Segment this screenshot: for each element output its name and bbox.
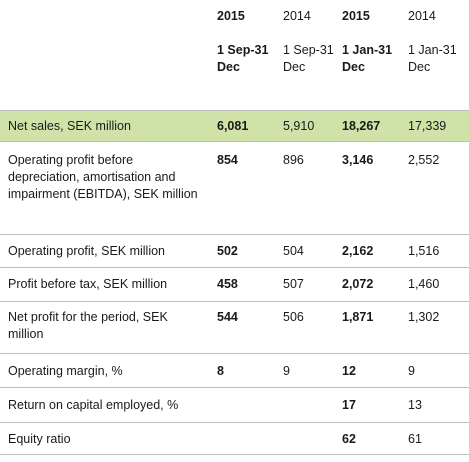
table-row-equity-ratio: Equity ratio 62 61: [0, 423, 469, 455]
row-value-3: 17: [342, 398, 356, 412]
header-period-row: 1 Sep-31 Dec 1 Sep-31 Dec 1 Jan-31 Dec 1…: [0, 30, 469, 111]
row-value-1: 6,081: [217, 119, 249, 133]
row-label: Operating profit before depreciation, am…: [8, 153, 198, 201]
row-label: Profit before tax, SEK million: [8, 277, 168, 291]
row-label: Net sales, SEK million: [8, 119, 131, 133]
row-value-2: 9: [283, 364, 290, 378]
table-row-profit-before-tax: Profit before tax, SEK million 458 507 2…: [0, 268, 469, 302]
header-period-1: 1 Sep-31 Dec: [217, 43, 269, 74]
header-period-3: 1 Jan-31 Dec: [342, 43, 393, 74]
row-label: Net profit for the period, SEK million: [8, 310, 168, 341]
header-period-4: 1 Jan-31 Dec: [408, 43, 457, 74]
table-row-operating-margin: Operating margin, % 8 9 12 9: [0, 354, 469, 388]
row-value-2: 896: [283, 153, 304, 167]
row-value-4: 61: [408, 432, 422, 446]
row-value-3: 2,072: [342, 277, 374, 291]
row-value-2: 504: [283, 244, 304, 258]
row-value-3: 1,871: [342, 310, 374, 324]
table-row-net-profit: Net profit for the period, SEK million 5…: [0, 302, 469, 354]
row-value-4: 9: [408, 364, 415, 378]
row-value-2: 507: [283, 277, 304, 291]
row-value-2: 506: [283, 310, 304, 324]
row-value-2: 5,910: [283, 119, 315, 133]
row-value-3: 2,162: [342, 244, 374, 258]
row-value-4: 1,516: [408, 244, 440, 258]
header-year-3: 2015: [342, 9, 370, 23]
row-label: Operating margin, %: [8, 364, 123, 378]
table-row-operating-profit: Operating profit, SEK million 502 504 2,…: [0, 235, 469, 268]
row-label: Operating profit, SEK million: [8, 244, 166, 258]
row-value-4: 1,460: [408, 277, 440, 291]
row-label: Return on capital employed, %: [8, 398, 179, 412]
row-value-4: 1,302: [408, 310, 440, 324]
row-value-1: 458: [217, 277, 238, 291]
header-year-row: 2015 2014 2015 2014: [0, 0, 469, 30]
row-value-4: 17,339: [408, 119, 447, 133]
header-year-1: 2015: [217, 9, 245, 23]
row-value-1: 854: [217, 153, 238, 167]
row-value-1: 544: [217, 310, 238, 324]
header-period-2: 1 Sep-31 Dec: [283, 43, 334, 74]
row-value-4: 2,552: [408, 153, 440, 167]
table-row-ebitda: Operating profit before depreciation, am…: [0, 142, 469, 235]
header-year-2: 2014: [283, 9, 311, 23]
row-value-1: 8: [217, 364, 224, 378]
row-value-3: 62: [342, 432, 356, 446]
row-value-4: 13: [408, 398, 422, 412]
row-value-1: 502: [217, 244, 238, 258]
table-row-net-sales: Net sales, SEK million 6,081 5,910 18,26…: [0, 111, 469, 142]
row-value-3: 12: [342, 364, 356, 378]
row-value-3: 3,146: [342, 153, 374, 167]
row-value-3: 18,267: [342, 119, 381, 133]
row-label: Equity ratio: [8, 432, 71, 446]
table-row-return-on-capital: Return on capital employed, % 17 13: [0, 388, 469, 423]
header-year-4: 2014: [408, 9, 436, 23]
